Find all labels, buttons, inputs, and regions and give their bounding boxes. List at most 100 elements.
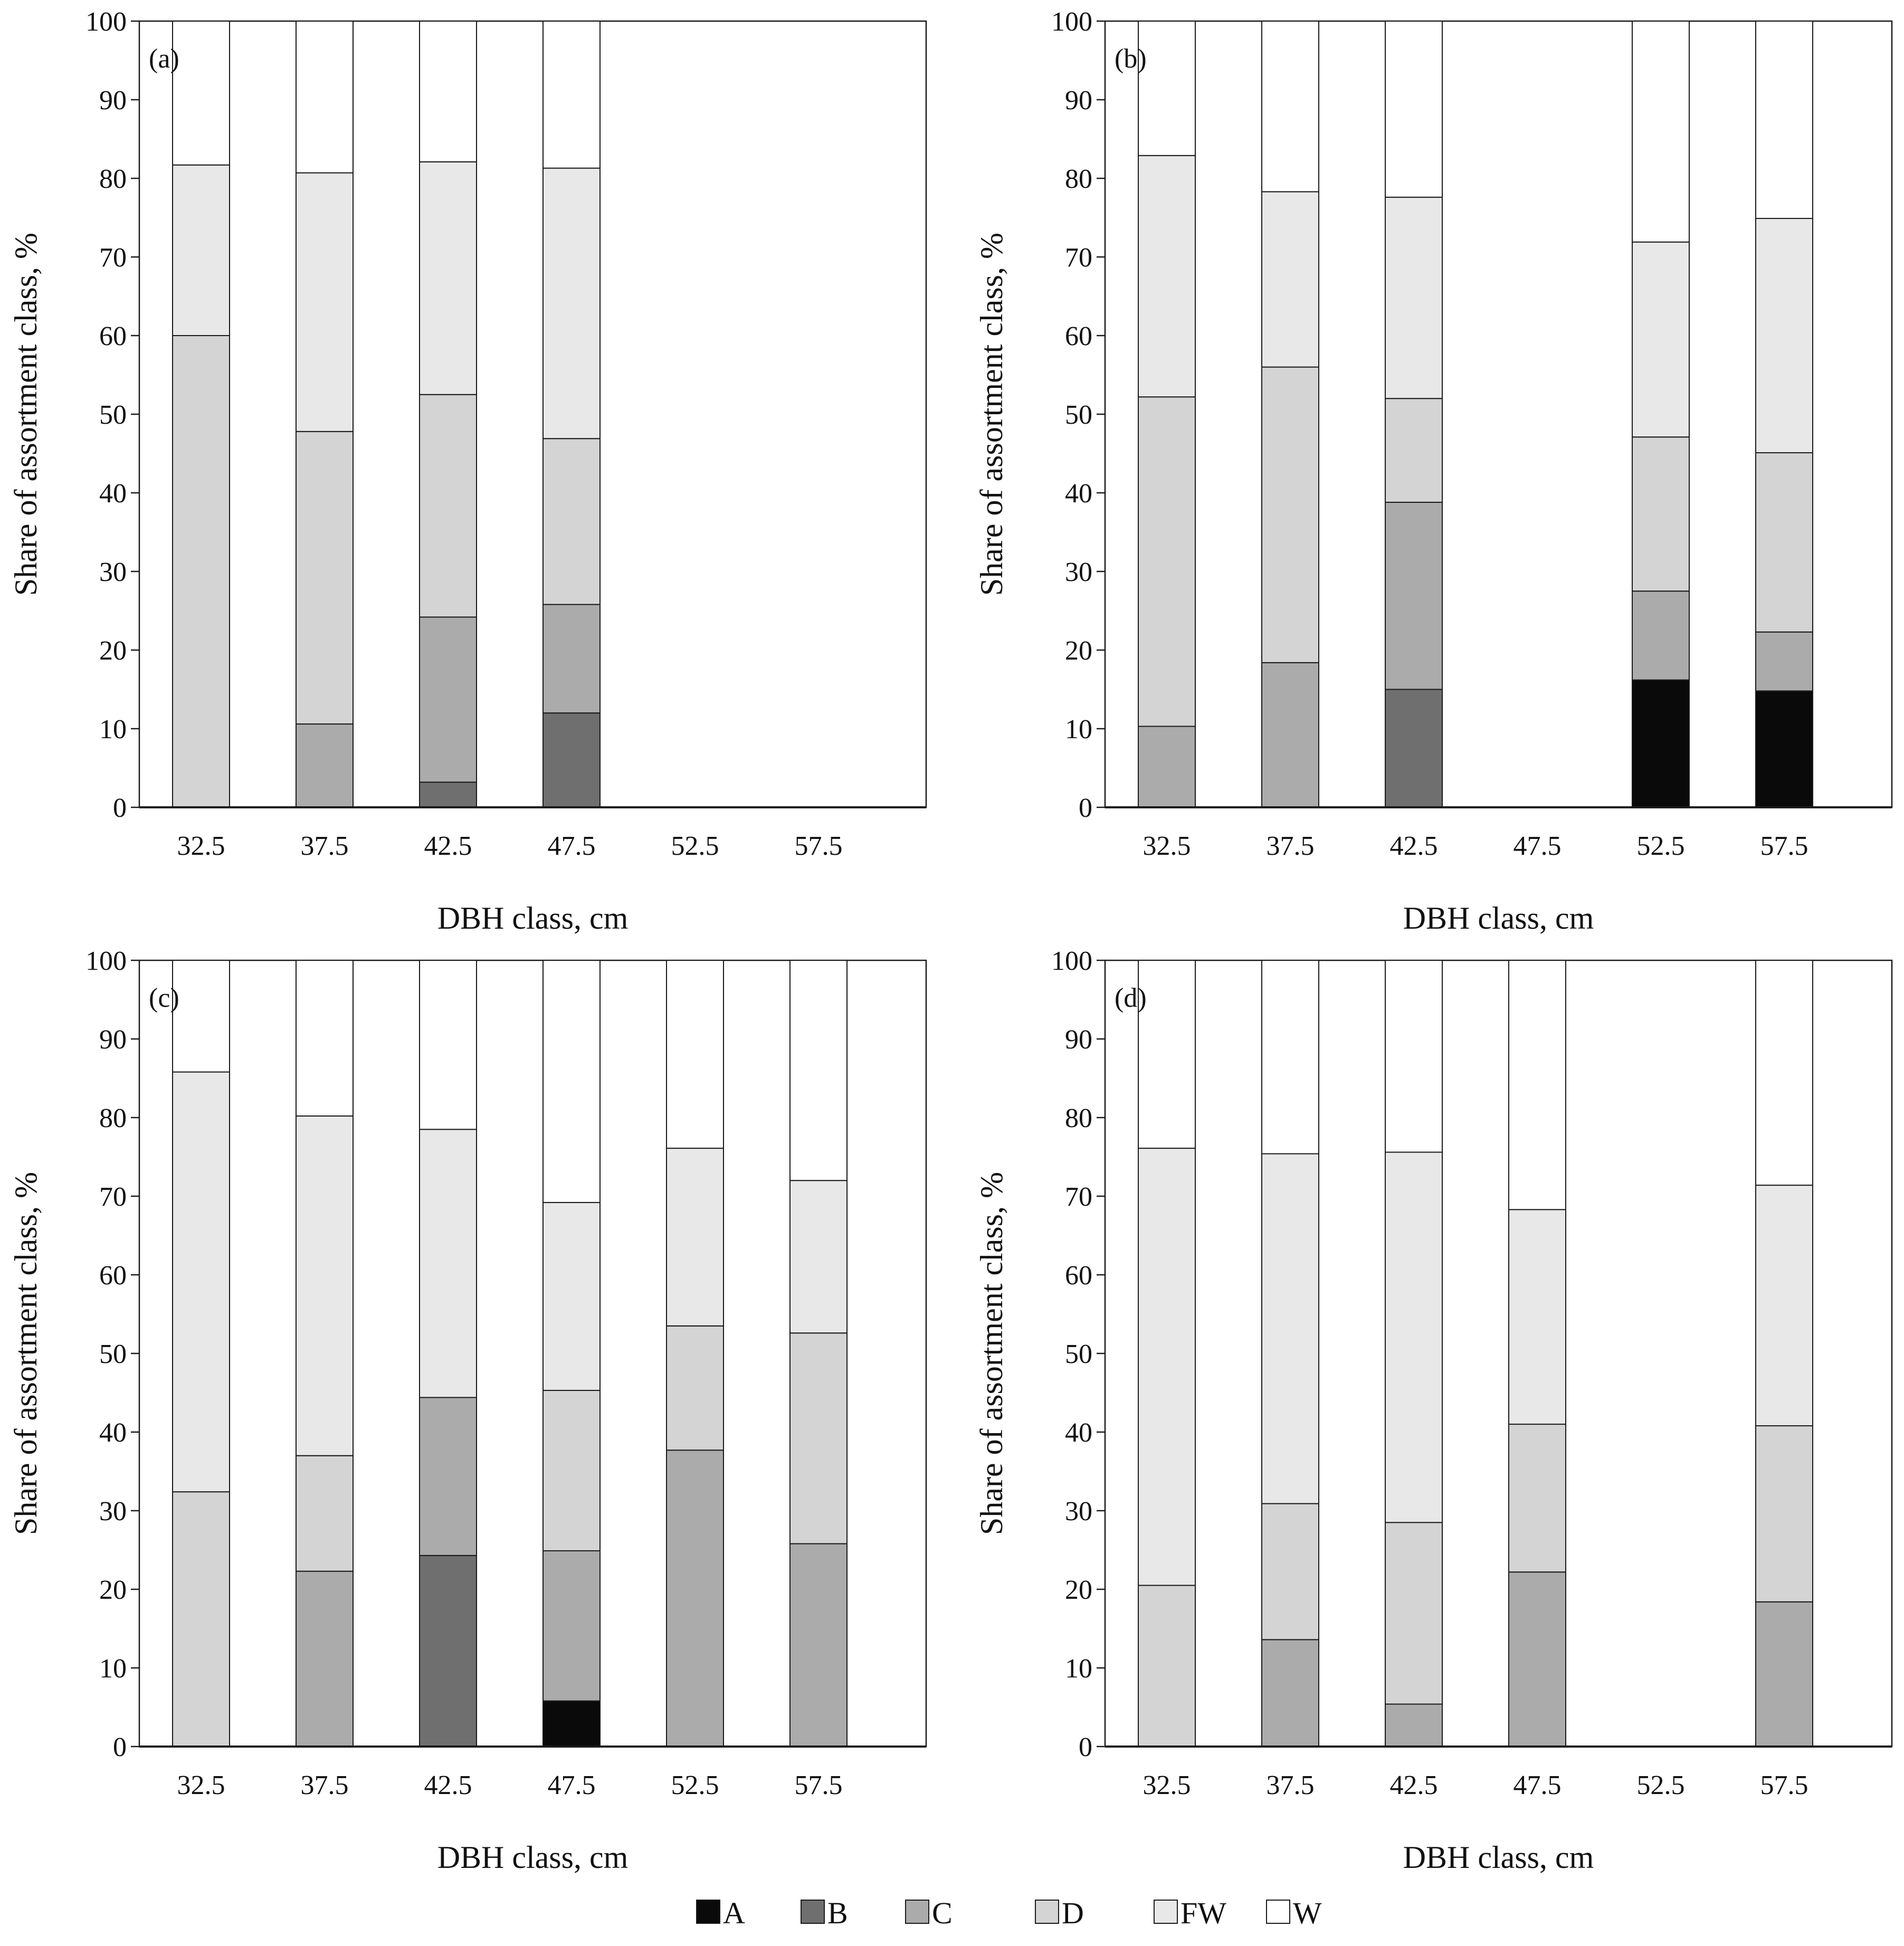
y-tick-label: 50 [1065,1339,1092,1369]
x-tick-label: 37.5 [301,1770,349,1800]
y-tick-label: 50 [1065,400,1092,430]
bar-segment-d-32.5 [1138,396,1196,727]
y-tick-label: 100 [85,7,127,37]
bar-segment-d-42.5 [419,394,477,618]
bar-segment-d-32.5 [1138,1585,1196,1748]
x-tick-label: 52.5 [1637,831,1685,861]
y-tick-label: 40 [99,479,127,509]
legend-label: B [827,1896,848,1930]
legend-swatch [905,1900,929,1924]
bar-segment-d-37.5 [296,431,354,725]
bar-segment-w-47.5 [542,960,601,1203]
bar-segment-w-37.5 [1261,21,1319,193]
y-tick-label: 90 [99,1025,127,1055]
x-axis-title: DBH class, cm [437,1840,629,1875]
chart-panel-a: 0 10 20 30 40 50 60 70 80 90 100 32.5 37.5 42.5 47.5 52… [8,7,927,936]
bar-segment-fw-42.5 [419,1129,477,1398]
bar-segment-d-57.5 [789,1332,848,1544]
y-tick-label: 30 [1065,557,1092,587]
bar-segment-w-42.5 [419,960,477,1130]
y-tick-label: 20 [99,1575,127,1605]
bar-segment-a-57.5 [1755,690,1813,808]
legend-label: D [1062,1896,1084,1930]
bar-segment-fw-32.5 [1138,155,1196,398]
y-tick-label: 30 [99,557,127,587]
bar-segment-b-42.5 [419,1554,477,1747]
bar-segment-w-42.5 [1385,21,1443,198]
legend-label: W [1293,1896,1322,1930]
chart-panel-d: 0 10 20 30 40 50 60 70 80 90 100 32.5 37.5 42.5 47.5 52… [974,946,1893,1875]
y-tick-label: 0 [113,1732,127,1762]
bar-segment-d-47.5 [542,1390,601,1551]
bar-segment-c-32.5 [1138,726,1196,808]
bar-segment-w-42.5 [1385,960,1443,1153]
y-axis-title: Share of assortment class, % [974,1172,1009,1535]
bar-segment-fw-42.5 [419,161,477,395]
y-tick-label: 20 [1065,636,1092,666]
y-tick-label: 60 [1065,321,1092,351]
y-tick-label: 60 [99,321,127,351]
y-tick-label: 40 [1065,1418,1092,1448]
y-tick-label: 90 [1065,85,1092,116]
legend-label: C [932,1896,953,1930]
y-tick-label: 30 [1065,1496,1092,1527]
legend-swatch [801,1900,825,1924]
bar-segment-fw-42.5 [1385,196,1443,399]
bar-segment-d-47.5 [1508,1424,1566,1573]
x-tick-label: 42.5 [424,1770,472,1800]
x-tick-label: 32.5 [1143,1770,1191,1800]
bar-segment-a-47.5 [542,1700,601,1748]
y-tick-label: 40 [99,1418,127,1448]
bar-segment-c-52.5 [1632,590,1690,681]
x-tick-label: 42.5 [424,831,472,861]
bar-segment-d-32.5 [172,1491,230,1747]
x-tick-label: 37.5 [301,831,349,861]
x-axis-title: DBH class, cm [1403,901,1594,936]
bar-segment-d-57.5 [1755,1425,1813,1602]
bar-segment-c-57.5 [1755,1601,1813,1748]
bar-segment-fw-57.5 [1755,217,1813,454]
bar-segment-fw-32.5 [172,1071,230,1493]
bar-segment-b-42.5 [419,781,477,808]
y-tick-label: 100 [1051,7,1092,37]
y-tick-label: 80 [1065,164,1092,194]
legend-item-d: D [1035,1896,1084,1930]
y-tick-label: 80 [99,164,127,194]
x-tick-label: 47.5 [1513,831,1562,861]
bar-segment-d-37.5 [1261,366,1319,663]
bar-segment-w-57.5 [789,960,848,1181]
legend-item-a: A [696,1896,745,1930]
bar-segment-c-47.5 [542,604,601,714]
y-tick-label: 60 [99,1261,127,1291]
bar-segment-fw-47.5 [542,1201,601,1391]
y-tick-label: 70 [99,243,127,273]
bar-segment-fw-47.5 [1508,1209,1566,1425]
y-tick-label: 10 [1065,714,1092,745]
y-tick-label: 80 [1065,1103,1092,1133]
y-axis-title: Share of assortment class, % [974,233,1009,596]
x-tick-label: 47.5 [548,1770,596,1800]
x-tick-label: 42.5 [1390,1770,1438,1800]
panel-label: (a) [149,44,179,74]
bar-segment-fw-42.5 [1385,1151,1443,1523]
bar-segment-fw-37.5 [1261,1153,1319,1504]
legend-label: FW [1181,1896,1226,1930]
bar-segment-fw-37.5 [1261,191,1319,368]
bar-segment-d-57.5 [1755,452,1813,633]
chart-panels: 0 10 20 30 40 50 60 70 80 90 100 32.5 37.5 42.5 47.5 52… [8,7,1893,1875]
legend-item-fw: FW [1154,1896,1226,1930]
bar-segment-w-32.5 [172,960,230,1073]
bar-segment-c-47.5 [542,1550,601,1702]
y-tick-label: 10 [99,1654,127,1684]
bar-segment-d-37.5 [1261,1503,1319,1640]
y-tick-label: 80 [99,1103,127,1133]
bar-segment-fw-47.5 [542,167,601,440]
bar-segment-fw-37.5 [296,1115,354,1456]
y-tick-label: 50 [99,400,127,430]
y-tick-label: 20 [99,636,127,666]
legend-swatch [1266,1900,1290,1924]
bar-segment-fw-32.5 [172,164,230,336]
bar-segment-w-52.5 [666,960,724,1149]
x-axis-title: DBH class, cm [1403,1840,1594,1875]
